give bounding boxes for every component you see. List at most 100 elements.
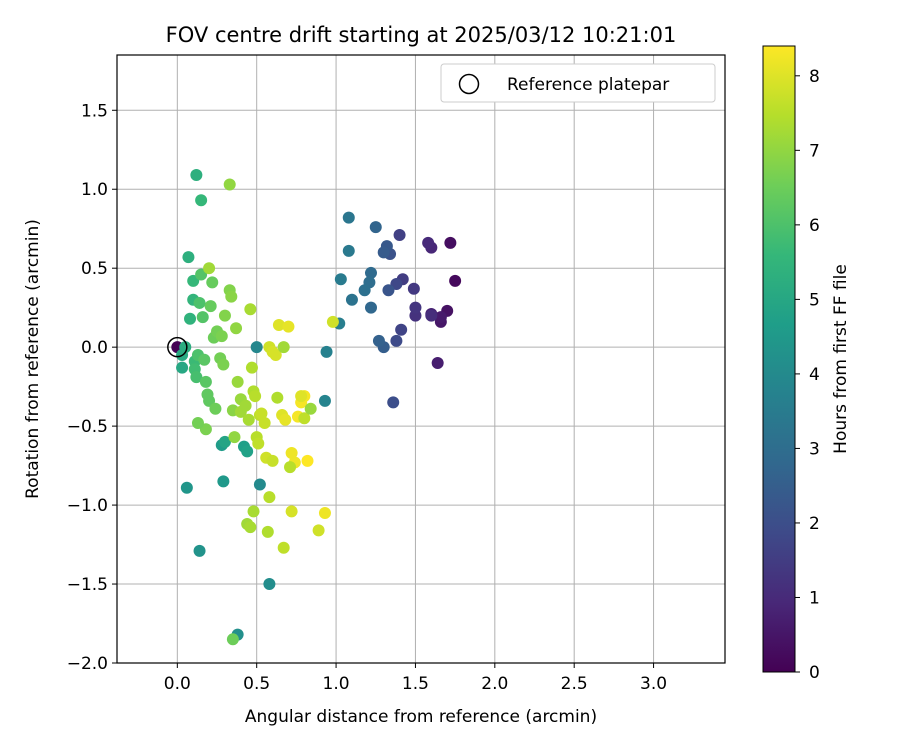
data-point [284,461,297,474]
data-point [218,435,231,448]
x-tick-label: 1.5 [402,674,429,694]
data-point [191,416,204,429]
data-point [198,353,211,366]
data-point [239,399,252,412]
colorbar-tick-label: 8 [809,67,820,87]
data-point [390,334,403,347]
data-point [209,402,222,415]
data-point [253,478,266,491]
data-point [247,505,260,518]
data-point [199,375,212,388]
data-point [358,284,371,297]
colorbar-tick-label: 0 [809,663,820,683]
data-point [266,454,279,467]
data-point [190,169,203,182]
data-point [258,416,271,429]
data-point [193,544,206,557]
x-tick-label: 0.0 [164,674,191,694]
colorbar-ticks: 0 1 2 3 4 5 6 7 8 [795,67,820,683]
colorbar-tick-label: 5 [809,290,820,310]
data-point [195,194,208,207]
data-point [250,341,263,354]
colorbar-tick-label: 3 [809,439,820,459]
colorbar-gradient [762,45,796,673]
data-point [342,211,355,224]
data-point [217,358,230,371]
data-points [167,169,462,646]
legend-marker-reference [458,73,480,95]
data-point [369,221,382,234]
data-point [206,276,219,289]
x-tick-label: 3.0 [640,674,667,694]
data-point [304,402,317,415]
data-point [342,244,355,257]
data-point [244,303,257,316]
data-point [182,251,195,264]
data-point [179,341,192,354]
data-point [425,309,438,322]
legend-box [440,63,716,103]
data-point [409,301,422,314]
data-point [434,311,447,324]
x-tick-label: 0.5 [243,674,270,694]
colorbar-tick-label: 1 [809,588,820,608]
data-point [449,274,462,287]
data-point [252,437,265,450]
colorbar-tick-label: 2 [809,514,820,534]
x-axis-label: Angular distance from reference (arcmin) [245,707,597,727]
data-point [298,412,311,425]
axis-ticks: 0.0 0.5 1.0 1.5 2.0 2.5 3.0 −2.0 −1.5 −1.0 −0.5 0.0… [67,101,667,694]
data-point [444,236,457,249]
data-point [285,505,298,518]
data-point [203,262,216,275]
data-point [312,524,325,537]
chart-title: FOV centre drift starting at 2025/03/12 … [166,23,677,47]
data-point [218,309,231,322]
data-point [215,330,228,343]
data-point [223,178,236,191]
grid-lines [117,55,725,664]
data-point [377,246,390,259]
data-point [226,633,239,646]
data-point [190,371,203,384]
data-point [407,282,420,295]
reference-platepar-marker [167,336,188,358]
x-tick-label: 2.0 [481,674,508,694]
data-point [184,312,197,325]
data-point [255,407,268,420]
data-point [345,293,358,306]
data-point [230,322,243,335]
data-point [217,475,230,488]
data-point [279,413,292,426]
data-point [382,284,395,297]
colorbar-tick-label: 4 [809,365,820,385]
data-point [180,481,193,494]
data-point [263,578,276,591]
data-point [242,413,255,426]
y-tick-label: 0.5 [81,259,108,279]
data-point [334,273,347,286]
data-point [277,341,290,354]
y-tick-label: −2.0 [67,654,108,674]
data-point [261,525,274,538]
data-point [318,506,331,519]
y-tick-label: 0.0 [81,338,108,358]
data-point [395,323,408,336]
data-point [372,334,385,347]
data-point [225,290,238,303]
data-point [228,431,241,444]
y-tick-label: −1.0 [67,496,108,516]
data-point [193,296,206,309]
data-point [269,349,282,362]
data-point [318,394,331,407]
data-point [176,361,189,374]
data-point [245,361,258,374]
y-tick-label: −1.5 [67,575,108,595]
data-point [196,311,209,324]
data-point [204,300,217,313]
data-point [249,390,262,403]
data-point [320,345,333,358]
x-tick-label: 2.5 [561,674,588,694]
colorbar-label: Hours from first FF file [831,264,851,454]
